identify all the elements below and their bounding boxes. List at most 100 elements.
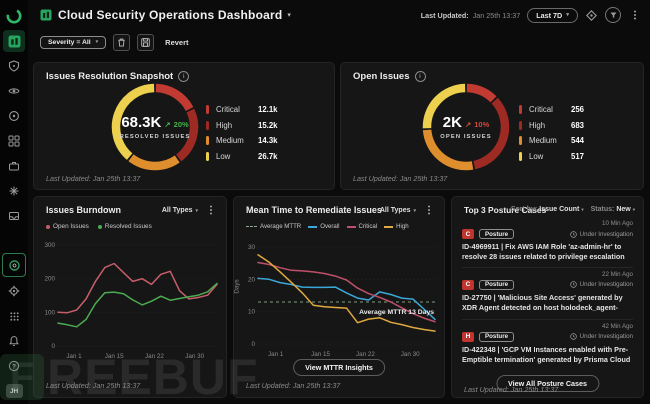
sidebar-item-automation[interactable] (3, 180, 25, 202)
posture-case-row[interactable]: 22 Min Ago C Posture Under Investigation… (462, 268, 633, 320)
panel-last-updated: Last Updated: Jan 25th 13:37 (246, 381, 341, 390)
svg-text:100: 100 (44, 309, 55, 316)
mttr-kebab-menu[interactable]: ⋮ (424, 205, 434, 216)
legend-item: Medium 544 (519, 136, 584, 145)
title-chevron-down-icon[interactable]: ▾ (287, 12, 291, 19)
mttr-line-chart: 0 10 20 30 Jan 1 Jan 15 Jan 22 Jan 30 (238, 241, 440, 359)
severity-badge: H (462, 331, 474, 342)
critical-marker (206, 105, 209, 114)
posture-tag: Posture (479, 229, 515, 239)
burndown-kebab-menu[interactable]: ⋮ (206, 205, 216, 216)
sidebar-item-cases[interactable] (3, 155, 25, 177)
medium-marker (519, 136, 522, 145)
panel-open-issues: Open Issues i 2K ↗ 10% OPEN ISSUES Criti… (340, 62, 644, 190)
filter-icon[interactable] (605, 7, 621, 23)
inbox-icon (9, 212, 19, 220)
sort-by-dropdown[interactable]: Sort by: Issue Count ▾ (510, 206, 584, 213)
panel-top-posture-cases: Top 3 Posture Cases Sort by: Issue Count… (451, 196, 644, 398)
chevron-down-icon: ▾ (566, 12, 569, 18)
legend-item: Critical 256 (519, 105, 584, 114)
legend-item: Critical 12.1k (206, 105, 278, 114)
sidebar: ? JH (0, 0, 28, 404)
save-icon (141, 37, 150, 47)
apps-grid-icon (9, 311, 19, 321)
panel-last-updated: Last Updated: Jan 25th 13:37 (464, 385, 559, 394)
sidebar-item-inventory[interactable] (3, 130, 25, 152)
high-marker (519, 120, 522, 130)
svg-text:0: 0 (51, 343, 55, 350)
severity-badge: C (462, 229, 474, 239)
view-all-posture-cases-button[interactable]: View All Posture Cases (495, 375, 600, 392)
layout-settings-icon[interactable] (585, 9, 598, 22)
burndown-type-dropdown[interactable]: All Types ▾ (161, 207, 198, 214)
panel-mttr: Mean Time to Remediate Issues All Types ▾… (233, 196, 445, 398)
user-avatar[interactable]: JH (5, 384, 23, 398)
shield-icon (8, 60, 20, 72)
panel-last-updated: Last Updated: Jan 25th 13:37 (353, 174, 448, 183)
delete-filter-button[interactable] (113, 33, 131, 51)
sidebar-item-visibility[interactable] (3, 80, 25, 102)
svg-text:0: 0 (251, 341, 255, 348)
trash-icon (118, 38, 125, 47)
info-icon[interactable]: i (178, 71, 190, 82)
grid-icon (8, 135, 20, 147)
posture-tag: Posture (479, 279, 515, 290)
sidebar-item-settings[interactable] (3, 280, 25, 302)
sidebar-item-notifications[interactable] (3, 330, 25, 352)
legend-item: Medium 14.3k (206, 136, 278, 145)
critical-sample (346, 225, 356, 228)
save-filter-button[interactable] (137, 33, 155, 51)
case-title[interactable]: ID-422348 | 'GCP VM Instances enabled wi… (462, 344, 631, 366)
svg-text:300: 300 (44, 242, 55, 249)
radar-icon (9, 111, 19, 121)
view-mttr-insights-button[interactable]: View MTTR Insights (293, 359, 385, 376)
prisma-cloud-logo-icon[interactable] (3, 5, 25, 27)
svg-text:Jan 22: Jan 22 (356, 351, 375, 358)
legend-item: Low 26.7k (206, 151, 278, 161)
sidebar-item-live-status[interactable] (2, 253, 26, 277)
case-title[interactable]: ID-4969911 | Fix AWS IAM Role 'az-admin-… (462, 242, 625, 261)
spark-icon (9, 186, 19, 196)
posture-case-row[interactable]: 42 Min Ago H Posture Under Investigation… (462, 320, 633, 371)
clock-icon (569, 230, 577, 238)
sidebar-item-reports[interactable] (3, 205, 25, 227)
posture-tag: Posture (479, 331, 515, 342)
panel-title: Issues Resolution Snapshot i (46, 71, 190, 82)
donut-center-label: OPEN ISSUES (440, 134, 492, 140)
svg-text:Jan 15: Jan 15 (311, 351, 330, 358)
sidebar-item-detection[interactable] (3, 105, 25, 127)
avg-mttr-sample (246, 226, 257, 227)
open-total: 2K (442, 114, 462, 131)
info-icon[interactable]: i (414, 71, 426, 82)
svg-text:30: 30 (248, 244, 256, 251)
severity-badge: C (462, 279, 474, 290)
severity-filter-chip[interactable]: Severity = All ▾ (40, 35, 107, 49)
live-status-icon (8, 259, 20, 271)
posture-case-row[interactable]: 10 Min Ago C Posture Under Investigation… (462, 217, 633, 268)
header-kebab-menu[interactable]: ⋮ (630, 9, 640, 21)
svg-text:20: 20 (248, 276, 256, 283)
case-title[interactable]: ID-27750 | 'Malicious Site Access' gener… (462, 292, 623, 314)
sidebar-item-help[interactable]: ? (3, 355, 25, 377)
sidebar-item-incidents[interactable] (3, 55, 25, 77)
revert-button[interactable]: Revert (165, 37, 189, 47)
status-dropdown[interactable]: Status: New ▾ (590, 206, 635, 213)
svg-text:Jan 30: Jan 30 (401, 351, 420, 358)
sidebar-item-apps[interactable] (3, 305, 25, 327)
panel-title: Top 3 Posture Cases (464, 205, 547, 215)
sidebar-item-dashboards[interactable] (3, 30, 25, 52)
case-status: Under Investigation (569, 230, 633, 238)
legend-item: Low 517 (519, 151, 584, 161)
resolved-delta: 20% (173, 120, 189, 129)
high-marker (206, 120, 209, 130)
svg-text:Jan 22: Jan 22 (145, 353, 164, 360)
severity-legend: Critical 256 High 683 Medium 544 Low 517 (519, 105, 584, 161)
critical-marker (519, 105, 522, 114)
time-range-dropdown[interactable]: Last 7D ▾ (527, 7, 578, 23)
burndown-line-chart: 0 100 200 300 Jan 1 Jan 15 Jan 22 Jan 30 (38, 239, 222, 361)
mttr-type-dropdown[interactable]: All Types ▾ (379, 207, 416, 214)
header-last-updated-value: Jan 25th 13:37 (472, 10, 521, 20)
case-time: 10 Min Ago (602, 220, 633, 227)
low-marker (519, 151, 522, 161)
